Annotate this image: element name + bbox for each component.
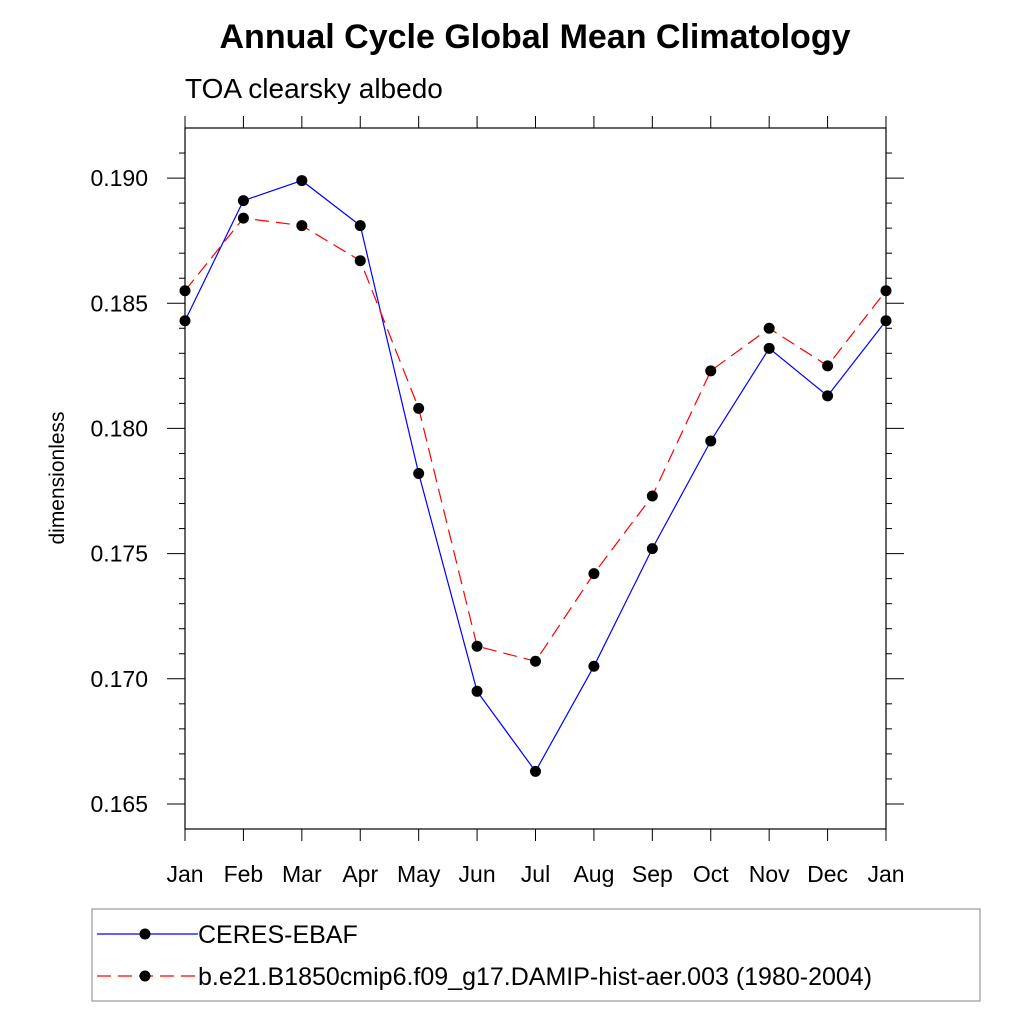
data-point-series-1 — [354, 255, 366, 267]
data-point-series-1 — [413, 402, 425, 414]
legend-marker-ceres — [139, 928, 151, 940]
data-point-series-1 — [237, 212, 249, 224]
chart-title: Annual Cycle Global Mean Climatology — [220, 18, 851, 56]
x-tick-label: Feb — [224, 861, 264, 887]
x-tick-label: Jun — [459, 861, 496, 887]
data-point-series-0 — [296, 175, 308, 187]
y-tick-label: 0.190 — [90, 165, 148, 191]
x-tick-label: Dec — [807, 861, 848, 887]
series-line-1 — [184, 217, 887, 662]
x-tick-label: Oct — [693, 861, 729, 887]
legend-label-model: b.e21.B1850cmip6.f09_g17.DAMIP-hist-aer.… — [198, 963, 872, 991]
data-point-series-1 — [530, 655, 541, 667]
data-point-series-1 — [646, 490, 658, 502]
data-point-series-0 — [705, 435, 717, 447]
data-point-series-1 — [763, 322, 775, 334]
data-point-series-1 — [471, 640, 483, 652]
series-line-0 — [184, 179, 887, 773]
data-point-series-1 — [179, 285, 191, 297]
data-point-series-0 — [646, 543, 658, 555]
data-point-series-0 — [880, 315, 892, 327]
data-point-series-0 — [237, 195, 249, 207]
y-axis-label: dimensionless — [46, 411, 69, 544]
x-tick-label: Jan — [867, 861, 904, 887]
x-tick-label: Aug — [573, 861, 614, 887]
y-tick-label: 0.180 — [90, 415, 148, 441]
x-tick-label: Jul — [521, 861, 550, 887]
data-point-series-1 — [822, 360, 834, 372]
y-tick-label: 0.170 — [90, 666, 148, 692]
x-tick-label: Apr — [342, 861, 378, 887]
x-tick-label: Jan — [166, 861, 203, 887]
data-point-series-0 — [413, 467, 425, 479]
y-tick-label: 0.165 — [90, 791, 148, 817]
data-point-series-0 — [822, 390, 834, 402]
x-tick-label: May — [397, 861, 441, 887]
data-point-series-0 — [354, 220, 366, 232]
y-tick-label: 0.175 — [90, 541, 148, 567]
chart-subtitle: TOA clearsky albedo — [185, 73, 443, 104]
data-point-series-0 — [530, 765, 541, 777]
legend-label-ceres: CERES-EBAF — [198, 921, 358, 949]
data-point-series-1 — [880, 285, 892, 297]
legend-box — [91, 908, 981, 1002]
legend: CERES-EBAF b.e21.B1850cmip6.f09_g17.DAMI… — [91, 908, 981, 1002]
data-point-series-0 — [471, 685, 483, 697]
data-point-series-0 — [179, 315, 191, 327]
data-point-series-1 — [588, 568, 600, 580]
x-tick-label: Sep — [632, 861, 673, 887]
data-point-series-1 — [705, 365, 717, 377]
legend-marker-model — [139, 970, 151, 982]
plot-area: Jan Feb Mar Apr May Jun Jul Aug Sep Oct Nov Dec Jan 0… — [90, 116, 905, 887]
y-tick-label: 0.185 — [90, 290, 148, 316]
x-tick-label: Nov — [749, 861, 790, 887]
plot-frame — [184, 127, 887, 830]
data-point-series-0 — [588, 660, 600, 672]
x-tick-label: Mar — [282, 861, 322, 887]
data-point-series-1 — [296, 220, 308, 232]
data-point-series-0 — [763, 342, 775, 354]
